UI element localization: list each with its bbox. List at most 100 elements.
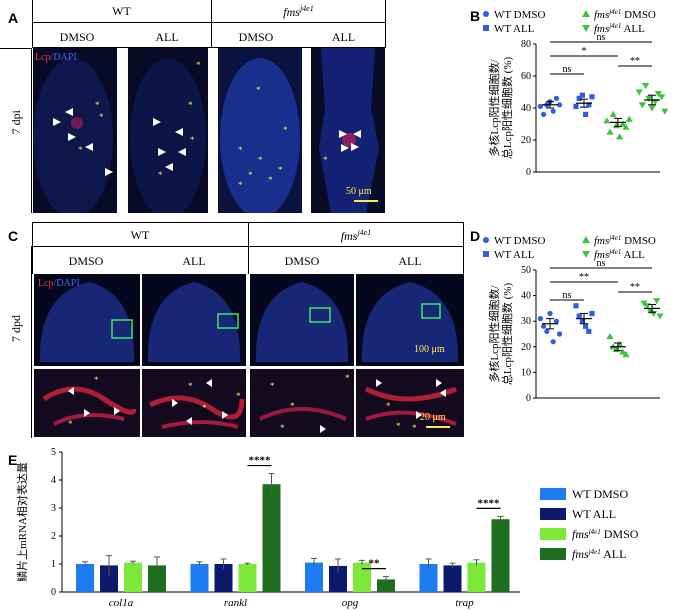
data-point [658,94,666,101]
row-label-box [0,48,32,213]
svg-text:*: * [94,375,99,385]
micrograph-c-wt-all-zoom: * * * [142,369,246,437]
y-tick-label: 60 [521,71,531,82]
significance-label: **** [478,497,501,509]
data-point [642,83,650,90]
y-tick-label: 80 [521,39,531,50]
micrograph-c-wt-dmso-zoom: * * [34,369,140,437]
data-point [661,108,669,115]
y-tick-label: 20 [521,342,531,353]
bar [419,564,438,592]
micrograph-image: * [311,48,385,213]
y-tick-label: 2 [51,531,56,542]
scale-bar [426,426,450,428]
header-fms: fmsj4e1 [283,4,314,19]
sub-label: DMSO [284,254,320,268]
bar [214,564,233,592]
svg-text:*: * [196,60,201,70]
data-point [635,89,643,96]
data-point [616,133,624,140]
bar [124,562,142,592]
data-point [544,328,550,335]
legend-label: fmsj4e1 ALL [594,248,645,261]
legend-swatch [540,488,566,500]
legend-label: WT ALL [572,507,616,521]
legend-swatch [540,548,566,560]
y-tick-label: 30 [521,316,531,327]
bar [190,564,209,592]
significance-label: ** [579,272,589,283]
data-point [547,310,553,317]
y-tick-label: 40 [521,291,531,302]
data-point [553,95,559,101]
panel-letter-e: E [8,452,18,468]
data-point [541,323,547,329]
legend-label: fmsj4e1 DMSO [594,234,656,247]
svg-text:*: * [283,125,288,135]
svg-text:*: * [188,100,193,110]
svg-text:*: * [158,170,163,180]
data-point [550,339,556,345]
y-tick-label: 40 [521,103,531,114]
legend-label: fmsj4e1 ALL [572,547,626,561]
y-axis-label: 鳞片上mRNA相对表达量 [15,462,29,582]
legend-marker [582,25,590,32]
row-label-7dpd: 7 dpd [9,315,23,342]
data-point [576,313,582,319]
svg-text:*: * [236,391,241,401]
header-wt: WT [130,228,150,242]
significance-label: ns [597,258,606,269]
micrograph-c-wt-dmso [34,274,140,366]
svg-text:*: * [238,145,243,155]
stain-label: Lcp/DAPI [38,278,80,289]
micrograph-image: * * * * [250,369,354,437]
svg-text:*: * [280,423,285,433]
chart-b: WT DMSO fmsj4e1 DMSO WT ALL fmsj4e1 ALL 0 20 4… [483,8,669,178]
data-point [619,120,627,127]
micrograph-a-fms-dmso: * * * * * * * * [218,48,302,213]
data-point [653,298,661,305]
data-point [583,111,589,117]
bar [238,564,257,592]
bar [377,579,395,592]
significance-label: ns [563,290,572,301]
bar [262,484,281,592]
legend-label: WT ALL [494,23,535,35]
data-point [622,123,630,130]
bar [467,562,486,592]
micrograph-a-fms-all: * [311,48,385,213]
y-tick-label: 20 [521,135,531,146]
significance-label: ns [563,64,572,75]
scale-bar-label: 100 μm [414,344,445,355]
scale-bar-label: 20 μm [420,412,446,423]
stain-label: Lcp/DAPI [35,52,77,63]
svg-text:*: * [238,180,243,190]
data-point [656,313,664,320]
micrograph-image: * * * [142,369,246,437]
panel-letter-c: C [8,228,19,244]
bar [148,565,166,592]
svg-text:*: * [386,401,391,411]
significance-label: ** [630,56,640,67]
data-point [537,316,543,322]
data-point [589,94,595,100]
micrograph-c-fms-dmso [250,274,354,366]
bar [491,519,510,592]
y-tick-label: 10 [521,367,531,378]
legend-label: WT DMSO [572,487,628,501]
micrograph-image: * * * [33,48,117,213]
legend-label: fmsj4e1 DMSO [572,527,639,541]
legend-marker [483,11,489,17]
scale-bar-label: 50 μm [346,186,372,197]
data-point [553,318,559,324]
row-label-box [0,246,32,438]
bar [353,562,371,592]
legend-label: WT DMSO [494,9,545,21]
legend-marker [483,237,489,243]
significance-label: ns [597,32,606,43]
data-point [586,102,592,108]
bar [329,565,347,592]
data-point [622,350,630,358]
sub-label: DMSO [238,30,274,44]
